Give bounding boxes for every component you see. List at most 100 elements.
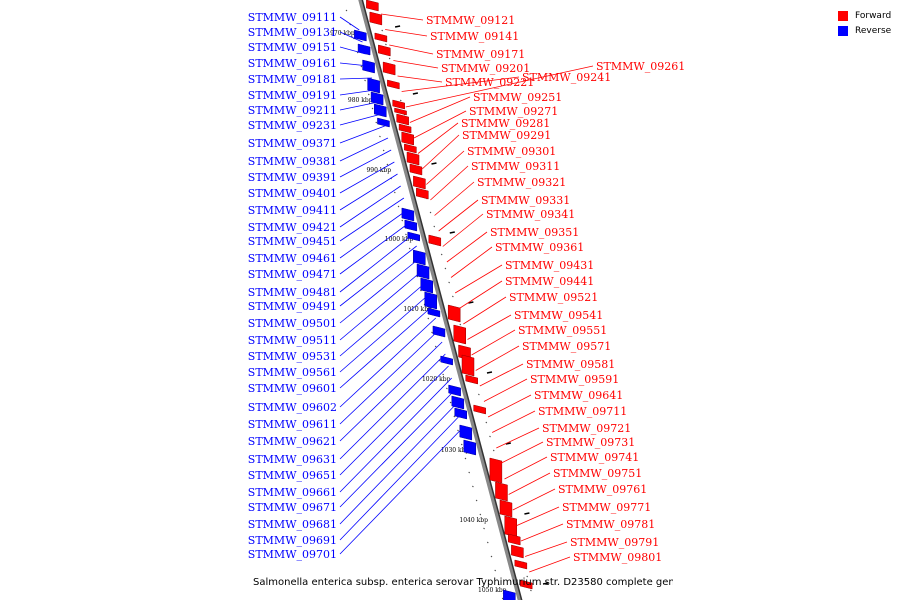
forward-gene-box xyxy=(387,79,400,90)
minor-tick xyxy=(459,323,462,326)
legend-reverse: Reverse xyxy=(838,23,898,38)
forward-gene-label: STMMW_09771 xyxy=(562,501,651,514)
scale-tick-mark xyxy=(505,442,511,445)
forward-leader-line xyxy=(508,472,551,495)
forward-gene-label: STMMW_09301 xyxy=(467,145,556,158)
forward-gene-box xyxy=(401,131,414,146)
minor-tick xyxy=(492,449,495,452)
forward-gene-box xyxy=(394,107,407,116)
minor-tick xyxy=(451,295,454,298)
reverse-leader-line xyxy=(339,173,398,211)
minor-tick xyxy=(433,225,436,228)
scale-tick-mark xyxy=(468,301,474,304)
minor-tick xyxy=(472,485,474,488)
reverse-gene-label: STMMW_09651 xyxy=(248,469,337,482)
minor-tick xyxy=(490,555,493,558)
forward-gene-label: STMMW_09541 xyxy=(514,309,603,322)
forward-gene-label: STMMW_09551 xyxy=(518,324,607,337)
reverse-gene-label: STMMW_09151 xyxy=(248,41,337,54)
forward-gene-box xyxy=(409,163,423,176)
reverse-swatch xyxy=(838,25,848,36)
minor-tick xyxy=(397,205,400,208)
reverse-leader-line xyxy=(339,365,449,476)
minor-tick xyxy=(485,421,488,424)
reverse-leader-line xyxy=(339,353,446,460)
forward-gene-label: STMMW_09731 xyxy=(546,436,635,449)
forward-gene-box xyxy=(374,32,388,43)
forward-swatch xyxy=(838,10,848,21)
minor-tick xyxy=(501,597,504,600)
forward-gene-label: STMMW_09171 xyxy=(436,48,525,61)
minor-tick xyxy=(478,393,480,396)
minor-tick xyxy=(399,99,402,102)
forward-leader-line xyxy=(397,75,443,83)
forward-leader-line xyxy=(504,456,548,480)
forward-gene-label: STMMW_09521 xyxy=(509,291,598,304)
scale-tick-label: 980 kbp xyxy=(348,97,373,104)
reverse-leader-line xyxy=(339,31,363,43)
minor-tick xyxy=(444,267,447,270)
forward-leader-line xyxy=(450,246,493,278)
forward-gene-label: STMMW_09361 xyxy=(495,241,584,254)
reverse-leader-line xyxy=(339,245,417,307)
forward-leader-line xyxy=(409,96,471,123)
minor-tick xyxy=(405,233,407,236)
forward-gene-box xyxy=(499,499,513,518)
reverse-leader-line xyxy=(339,62,369,67)
forward-leader-line xyxy=(380,13,424,21)
forward-leader-line xyxy=(438,199,479,232)
forward-gene-box xyxy=(406,151,420,166)
reverse-gene-box xyxy=(413,249,426,266)
reverse-gene-box xyxy=(377,117,390,128)
minor-tick xyxy=(486,541,489,544)
forward-gene-box xyxy=(461,354,475,377)
reverse-leader-line xyxy=(339,16,360,31)
forward-gene-box xyxy=(413,175,426,190)
forward-gene-box xyxy=(366,0,379,12)
minor-tick xyxy=(427,317,430,320)
forward-gene-box xyxy=(428,234,442,247)
forward-leader-line xyxy=(471,329,516,356)
forward-leader-line xyxy=(413,110,467,139)
reverse-gene-label: STMMW_09511 xyxy=(248,334,337,347)
reverse-gene-box xyxy=(424,291,437,310)
reverse-gene-box xyxy=(370,91,384,106)
forward-gene-box xyxy=(453,324,467,345)
forward-leader-line xyxy=(516,506,560,526)
scale-tick-mark xyxy=(394,25,401,28)
forward-gene-label: STMMW_09261 xyxy=(596,60,685,73)
reverse-gene-box xyxy=(407,231,420,242)
scale-tick-mark xyxy=(524,512,530,515)
minor-tick xyxy=(364,79,366,82)
minor-tick xyxy=(375,121,378,124)
minor-tick xyxy=(440,253,443,256)
forward-gene-label: STMMW_09201 xyxy=(441,62,530,75)
forward-gene-box xyxy=(514,559,528,570)
forward-gene-label: STMMW_09311 xyxy=(471,160,560,173)
forward-gene-label: STMMW_09441 xyxy=(505,275,594,288)
scale-tick-label: 1040 kbp xyxy=(459,517,488,524)
reverse-gene-label: STMMW_09631 xyxy=(248,453,337,466)
reverse-gene-label: STMMW_09131 xyxy=(248,26,337,39)
minor-tick xyxy=(483,527,485,530)
reverse-leader-line xyxy=(339,125,385,144)
scale-tick-label: 1010 kbp xyxy=(403,306,432,313)
reverse-gene-label: STMMW_09531 xyxy=(248,350,337,363)
forward-gene-box xyxy=(473,404,486,415)
reverse-leader-line xyxy=(339,197,405,242)
reverse-gene-label: STMMW_09231 xyxy=(248,119,337,132)
forward-leader-line xyxy=(483,378,528,402)
minor-tick xyxy=(457,429,459,432)
reverse-gene-box xyxy=(459,424,473,441)
minor-tick xyxy=(360,65,363,68)
legend-reverse-label: Reverse xyxy=(855,25,892,36)
reverse-gene-label: STMMW_09371 xyxy=(248,137,337,150)
forward-gene-label: STMMW_09251 xyxy=(473,91,562,104)
forward-leader-line xyxy=(389,44,434,55)
reverse-leader-line xyxy=(339,377,453,493)
forward-gene-label: STMMW_09141 xyxy=(430,30,519,43)
backbone-line xyxy=(361,0,523,600)
reverse-leader-line xyxy=(339,89,376,96)
forward-gene-label: STMMW_09321 xyxy=(477,176,566,189)
minor-tick xyxy=(371,107,374,110)
